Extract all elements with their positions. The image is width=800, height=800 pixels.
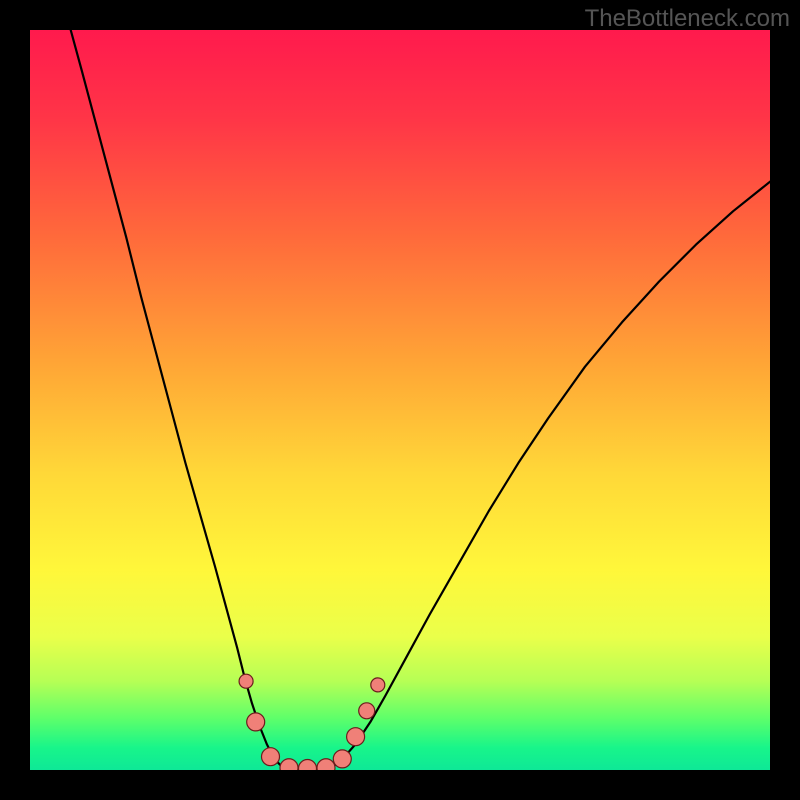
data-marker bbox=[371, 678, 385, 692]
bottleneck-chart: TheBottleneck.com bbox=[0, 0, 800, 800]
data-marker bbox=[333, 750, 351, 768]
data-marker bbox=[359, 703, 375, 719]
chart-container: TheBottleneck.com bbox=[0, 0, 800, 800]
data-marker bbox=[247, 713, 265, 731]
plot-area bbox=[30, 30, 770, 770]
watermark-text: TheBottleneck.com bbox=[585, 5, 790, 32]
data-marker bbox=[262, 748, 280, 766]
data-marker bbox=[239, 674, 253, 688]
data-marker bbox=[347, 728, 365, 746]
